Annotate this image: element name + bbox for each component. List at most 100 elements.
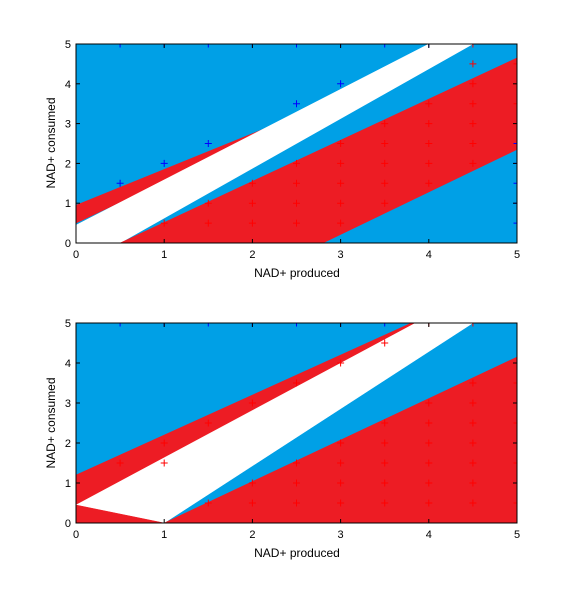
bottom-x-tick-label-4: 4 (426, 529, 432, 541)
top-red-marker-34 (204, 219, 212, 227)
top-x-tick-label-4: 4 (426, 249, 432, 261)
bottom-red-marker-44 (248, 499, 256, 507)
bottom-red-marker-28 (425, 459, 433, 467)
top-y-tick-label-1: 1 (65, 198, 71, 210)
bottom-red-marker-18 (469, 379, 477, 387)
top-red-marker-3 (513, 100, 517, 108)
bottom-red-marker-1 (469, 323, 477, 327)
bottom-x-tick-label-3: 3 (338, 529, 344, 541)
top-y-tick-label-2: 2 (65, 158, 71, 170)
bottom-red-marker-24 (469, 499, 477, 507)
top-red-marker-33 (204, 199, 212, 207)
top-blue-marker-4 (293, 44, 300, 48)
bottom-x-tick-label-1: 1 (161, 529, 167, 541)
top-x-tick-label-0: 0 (73, 249, 79, 261)
bottom-y-tick-label-0: 0 (65, 518, 71, 530)
top-blue-marker-16 (293, 100, 300, 108)
top-red-marker-5 (469, 60, 477, 68)
bottom-red-marker-5 (248, 399, 256, 407)
bottom-red-marker-32 (381, 439, 389, 447)
top-x-tick-label-2: 2 (249, 249, 255, 261)
top-red-marker-1 (513, 60, 517, 68)
bottom-red-marker-38 (337, 479, 345, 487)
top-region-red-3 (119, 57, 517, 243)
bottom-red-marker-3 (337, 359, 345, 367)
top-red-marker-26 (293, 159, 300, 167)
bottom-y-tick-label-3: 3 (65, 398, 71, 410)
top-x-tick-label-5: 5 (514, 249, 520, 261)
top-red-marker-14 (425, 159, 433, 167)
bottom-red-marker-2 (381, 339, 389, 347)
bottom-x-axis-label: NAD+ produced (254, 546, 340, 560)
bottom-y-tick-label-1: 1 (65, 478, 71, 490)
top-red-marker-31 (248, 199, 256, 207)
top-y-tick-label-0: 0 (65, 238, 71, 250)
top-red-marker-21 (337, 140, 345, 147)
top-red-marker-35 (160, 219, 168, 227)
top-blue-marker-12 (513, 219, 517, 227)
bottom-red-marker-35 (381, 499, 389, 507)
bottom-red-marker-30 (425, 499, 433, 507)
bottom-red-marker-9 (160, 459, 168, 467)
top-red-marker-20 (381, 199, 389, 207)
top-axes: 0 1 2 3 4 5 0 1 2 3 4 5 (65, 39, 520, 261)
top-red-marker-17 (381, 140, 389, 147)
top-red-marker-18 (381, 159, 389, 167)
bottom-y-tick-label-4: 4 (65, 358, 71, 370)
bottom-axes-box (75, 322, 518, 524)
bottom-red-marker-27 (425, 439, 433, 447)
top-plot-area (76, 44, 517, 243)
top-red-marker-6 (469, 80, 477, 88)
top-y-tick-label-4: 4 (65, 79, 71, 91)
bottom-red-marker-33 (381, 459, 389, 467)
top-blue-marker-15 (204, 140, 212, 147)
top-red-marker-11 (425, 100, 433, 108)
top-red-marker-10 (469, 159, 477, 167)
bottom-red-marker-23 (469, 479, 477, 487)
top-red-marker-27 (293, 179, 300, 187)
bottom-region-white-2 (76, 323, 474, 523)
bottom-red-marker-40 (293, 459, 300, 467)
top-y-tick-label-3: 3 (65, 119, 71, 131)
top-red-marker-32 (248, 219, 256, 227)
top-red-marker-0 (469, 44, 477, 48)
bottom-y-axis-label: NAD+ consumed (44, 377, 58, 468)
bottom-blue-marker-0 (116, 323, 124, 327)
top-red-marker-29 (293, 219, 300, 227)
top-blue-marker-17 (337, 80, 345, 88)
bottom-red-marker-26 (425, 419, 433, 427)
top-red-marker-28 (293, 199, 300, 207)
top-blue-marker-14 (160, 159, 168, 167)
bottom-red-marker-36 (337, 439, 345, 447)
bottom-red-marker-41 (293, 479, 300, 487)
top-y-tick-label-5: 5 (65, 39, 71, 51)
bottom-red-marker-17 (513, 499, 517, 507)
top-red-marker-15 (425, 179, 433, 187)
top-red-marker-8 (469, 120, 477, 128)
bottom-red-marker-15 (513, 459, 517, 467)
bottom-red-marker-21 (469, 439, 477, 447)
bottom-x-tick-label-0: 0 (73, 529, 79, 541)
top-x-tick-label-3: 3 (338, 249, 344, 261)
top-red-marker-19 (381, 179, 389, 187)
top-red-marker-23 (337, 179, 345, 187)
top-blue-marker-0 (116, 44, 124, 48)
top-red-marker-9 (469, 140, 477, 147)
bottom-plot-area (76, 323, 517, 523)
top-red-marker-30 (248, 179, 256, 187)
bottom-red-marker-29 (425, 479, 433, 487)
top-red-marker-7 (469, 100, 477, 108)
top-y-axis-label: NAD+ consumed (44, 97, 58, 188)
bottom-blue-marker-2 (204, 323, 212, 327)
top-red-marker-12 (425, 120, 433, 128)
top-chart: 0 1 2 3 4 5 0 1 2 3 4 5 NAD+ produced NAD+ consumed (44, 39, 520, 280)
bottom-red-marker-39 (337, 499, 345, 507)
bottom-red-marker-45 (204, 499, 212, 507)
bottom-red-marker-31 (381, 419, 389, 427)
bottom-red-marker-22 (469, 459, 477, 467)
bottom-red-marker-19 (469, 399, 477, 407)
top-region-white-2 (76, 44, 474, 243)
bottom-y-tick-label-2: 2 (65, 438, 71, 450)
bottom-blue-marker-6 (381, 323, 389, 327)
bottom-y-tick-label-5: 5 (65, 318, 71, 330)
